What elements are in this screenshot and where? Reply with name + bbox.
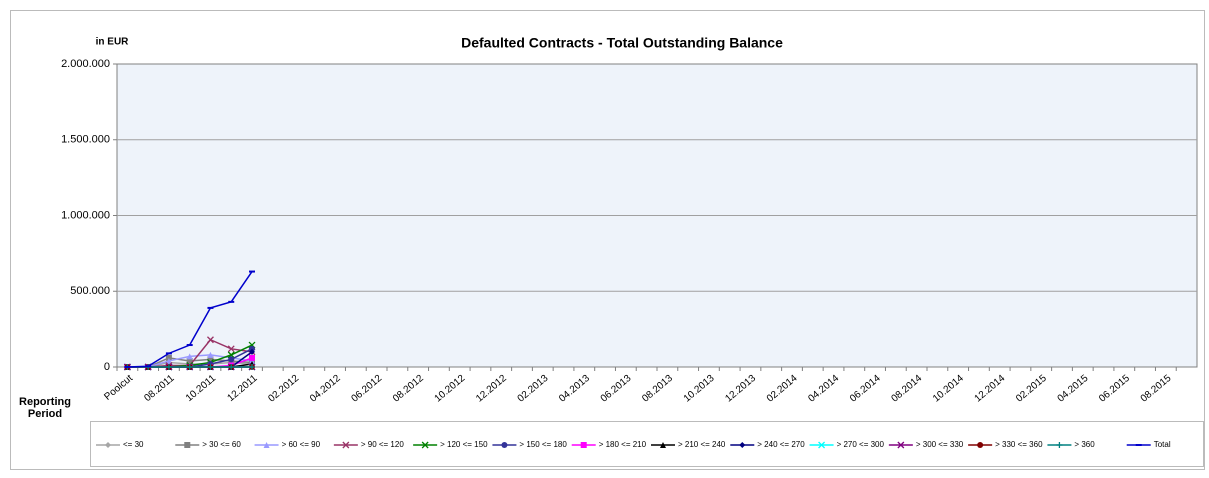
marker [165, 354, 172, 361]
marker [580, 442, 587, 448]
marker [207, 351, 214, 358]
legend-label: > 180 <= 210 [599, 440, 647, 449]
marker [342, 441, 350, 449]
legend-label: > 120 <= 150 [440, 440, 488, 449]
marker [818, 441, 826, 449]
marker [249, 348, 255, 355]
series [124, 270, 255, 368]
legend-label: > 210 <= 240 [678, 440, 726, 449]
marker [227, 345, 235, 353]
marker [207, 336, 214, 344]
legend-label: > 60 <= 90 [282, 440, 321, 449]
y-axis-label: in EUR [96, 37, 130, 48]
marker [249, 345, 255, 352]
chart-title: Defaulted Contracts - Total Outstanding … [461, 35, 783, 51]
marker [165, 357, 172, 364]
legend-label: > 90 <= 120 [361, 440, 404, 449]
legend-label: > 150 <= 180 [519, 440, 567, 449]
marker [1056, 442, 1063, 448]
marker [228, 356, 235, 363]
marker [249, 364, 255, 370]
legend-label: > 30 <= 60 [202, 440, 241, 449]
marker [249, 357, 255, 364]
marker [501, 442, 508, 448]
marker [660, 442, 666, 448]
legend-label: > 300 <= 330 [916, 440, 964, 449]
marker [897, 441, 905, 449]
y-tick-label: 1.500.000 [61, 134, 110, 146]
marker [228, 364, 235, 370]
marker [186, 364, 193, 370]
marker [421, 441, 429, 449]
marker [207, 356, 214, 363]
legend-label: <= 30 [123, 440, 144, 449]
legend-label: > 360 [1074, 440, 1095, 449]
marker [184, 442, 191, 448]
marker [105, 442, 111, 448]
marker [207, 364, 214, 370]
marker [186, 353, 193, 360]
marker [249, 354, 255, 361]
legend-box [90, 421, 1204, 467]
legend-label: > 330 <= 360 [995, 440, 1043, 449]
marker [263, 442, 270, 448]
y-tick-label: 1.000.000 [61, 209, 110, 221]
marker [977, 442, 984, 448]
legend-label: Total [1154, 440, 1171, 449]
legend-label: > 270 <= 300 [837, 440, 885, 449]
marker [186, 357, 193, 364]
x-axis-label: Reporting Period [19, 396, 71, 420]
y-tick-label: 500.000 [70, 285, 110, 297]
legend-label: > 240 <= 270 [757, 440, 805, 449]
marker [739, 442, 746, 448]
marker [165, 364, 172, 370]
marker [227, 351, 235, 359]
y-tick-label: 0 [104, 361, 110, 373]
y-tick-label: 2.000.000 [61, 58, 110, 70]
